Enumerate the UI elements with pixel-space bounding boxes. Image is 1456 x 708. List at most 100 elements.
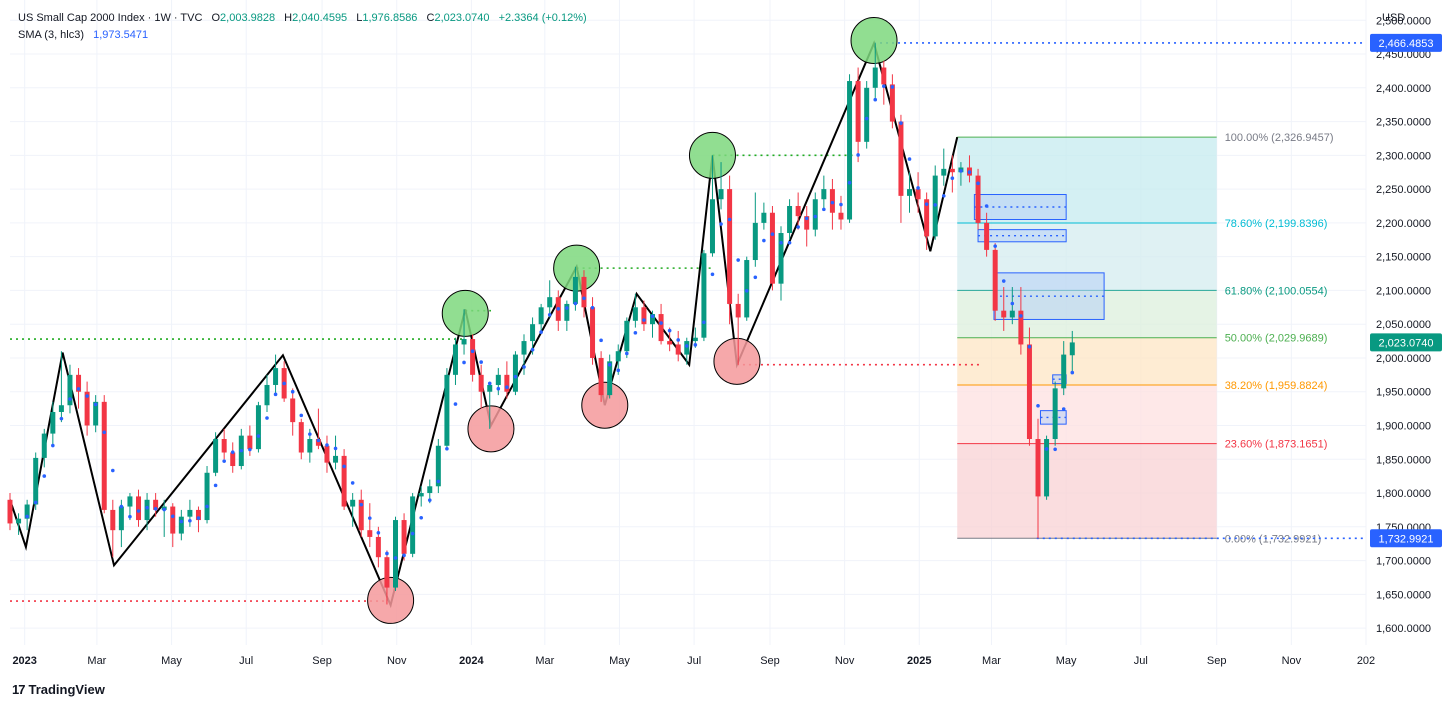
candle-body (255, 405, 261, 450)
fib-level-label: 0.00% (1,732.9921) (1225, 533, 1322, 545)
candle-body (1001, 310, 1007, 318)
candle-body (949, 168, 955, 173)
sma-dot (445, 446, 449, 451)
price-tick-label: 2,050.0000 (1376, 319, 1431, 331)
candle-body (136, 496, 142, 521)
candle-body (1044, 439, 1050, 497)
swing-markers (367, 17, 898, 624)
sma-dot (1001, 279, 1006, 283)
sma-dot (402, 553, 406, 558)
sma-dot (153, 506, 158, 511)
sma-dot (410, 531, 415, 536)
time-tick-label: Jul (687, 655, 701, 667)
candle-body (572, 276, 578, 304)
candle-body (821, 189, 827, 200)
candle-body (598, 357, 604, 396)
sma-dot (822, 207, 826, 212)
candle-body (84, 391, 90, 426)
sma-dot (770, 232, 775, 236)
candle-body (530, 324, 536, 342)
symbol-title[interactable]: US Small Cap 2000 Index · 1W · TVC (18, 12, 203, 24)
price-label-text: 2,023.0740 (1378, 337, 1433, 349)
price-tick-label: 1,800.0000 (1376, 488, 1431, 500)
candle-body (333, 455, 339, 463)
sma-dot (547, 313, 552, 317)
sma-legend: SMA (3, hlc3) 1,973.5471 (18, 29, 148, 41)
candle-body (624, 320, 630, 352)
sma-dot (607, 362, 612, 367)
sma-dot (684, 344, 689, 348)
candle-body (230, 452, 236, 467)
candle-body (504, 374, 510, 392)
sma-dot (539, 330, 543, 334)
sma-dot (1061, 407, 1066, 411)
candle-body (341, 455, 347, 507)
candle-body (701, 253, 707, 338)
price-tick-label: 2,350.0000 (1376, 117, 1431, 129)
sma-dot (205, 504, 209, 509)
candle-body (58, 405, 64, 412)
close-label: C (426, 12, 435, 24)
sma-dot (899, 121, 903, 125)
sma-dot (753, 275, 758, 280)
sma-dot (325, 443, 329, 447)
change-value: +2.3364 (+0.12%) (498, 12, 587, 24)
sma-dot (590, 305, 595, 310)
candle-body (110, 509, 116, 531)
time-tick-label: Mar (87, 655, 106, 667)
candle-body (427, 486, 433, 494)
time-tick-label: Nov (835, 655, 855, 667)
candle-body (290, 398, 296, 423)
sma-dot (599, 338, 603, 343)
sma-dot (470, 349, 475, 354)
price-tick-label: 1,600.0000 (1376, 623, 1431, 635)
sma-dot (487, 381, 492, 386)
time-tick-label: Mar (982, 655, 1001, 667)
price-tick-label: 1,850.0000 (1376, 454, 1431, 466)
tradingview-brand[interactable]: 17 TradingView (12, 682, 105, 697)
price-tick-label: 1,950.0000 (1376, 387, 1431, 399)
candle-body (641, 307, 647, 325)
candle-body (632, 307, 638, 321)
sma-dot (882, 84, 886, 89)
sma-dot (967, 170, 972, 174)
candle-body (787, 205, 793, 234)
sma-dot (1036, 403, 1040, 408)
candle-body (418, 493, 424, 497)
candle-body (444, 374, 450, 446)
sma-dot (847, 180, 852, 185)
sma-dot (102, 430, 107, 435)
candle-body (984, 222, 990, 250)
sma-dot (222, 459, 226, 463)
candle-body (118, 506, 124, 531)
sma-dot (556, 307, 561, 311)
tradingview-logo-icon: 17 (12, 682, 26, 697)
sma-label[interactable]: SMA (3, hlc3) (18, 29, 85, 41)
candle-body (452, 344, 458, 375)
candle-body (153, 499, 159, 510)
sma-dot (111, 468, 115, 473)
candle-body (401, 520, 407, 554)
candle-body (512, 354, 518, 392)
price-tick-label: 1,650.0000 (1376, 589, 1431, 601)
price-tick-label: 1,900.0000 (1376, 420, 1431, 432)
sma-dot (479, 360, 483, 364)
candle-body (247, 435, 253, 450)
candle-body (898, 121, 904, 196)
sma-dot (1044, 447, 1049, 451)
sma-value: 1,973.5471 (93, 29, 149, 41)
candle-body (889, 84, 895, 122)
time-tick-label: Jul (1134, 655, 1148, 667)
price-tick-label: 2,500.0000 (1376, 15, 1431, 27)
sma-dot (796, 225, 800, 229)
sma-dot (650, 314, 655, 319)
sma-dot (119, 504, 124, 509)
price-tick-label: 2,450.0000 (1376, 49, 1431, 61)
sma-dot (727, 217, 732, 222)
sma-dot (924, 202, 929, 206)
sma-dot (376, 531, 381, 535)
candle-body (76, 374, 82, 392)
currency-label[interactable]: USD (1382, 12, 1406, 24)
sma-dot (248, 447, 252, 452)
